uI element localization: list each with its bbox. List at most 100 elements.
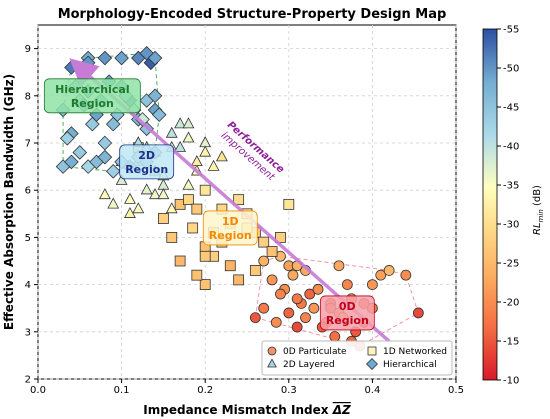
0d-particulate-point: [266, 274, 278, 286]
colorbar-tick-label: -10: [503, 376, 519, 387]
2d-layered-point: [174, 140, 187, 152]
1d-networked-point: [233, 194, 245, 206]
0d-particulate-point: [375, 269, 387, 281]
1d-networked-point: [266, 246, 278, 257]
y-axis-ticks: 2 3 4 5 6 7 8 9: [25, 44, 38, 386]
2d-layered-point: [199, 145, 212, 157]
colorbar-tick-label: -40: [503, 142, 519, 153]
x-axis-label: Impedance Mismatch Index ΔZ: [143, 403, 351, 417]
1d-networked-point: [283, 198, 295, 210]
region-label-line2: Region: [209, 229, 252, 242]
0d-particulate-point: [287, 269, 299, 281]
legend-marker: [367, 346, 377, 356]
0d-particulate-point: [275, 288, 286, 300]
0d-particulate-point: [366, 279, 378, 291]
legend-entry-label: 0D Particulate: [283, 347, 347, 357]
1d-networked-point: [187, 222, 199, 234]
legend-entry-label: Hierarchical: [383, 360, 437, 370]
2d-layered-point: [165, 126, 178, 138]
2d-layered-point: [98, 188, 111, 200]
colorbar-tick-label: -15: [503, 337, 519, 348]
0d-particulate-point: [304, 288, 316, 300]
1d-networked-point: [199, 250, 211, 262]
0d-particulate-point: [412, 307, 424, 319]
2d-layered-point: [182, 131, 195, 143]
y-tick-label: 2: [25, 375, 31, 386]
1d-networked-point: [183, 194, 194, 206]
chart-title: Morphology-Encoded Structure-Property De…: [58, 7, 447, 22]
x-tick-label: 0.4: [364, 385, 380, 396]
hierarchical-point: [147, 88, 163, 104]
x-tick-label: 0.3: [281, 385, 297, 396]
x-tick-label: 0.1: [114, 385, 130, 396]
hierarchical-point: [59, 130, 75, 146]
colorbar-tick-label: -30: [503, 220, 519, 231]
2d-layered-point: [182, 178, 195, 190]
legend: 0D Particulate 1D Networked 2D Layered Hier…: [261, 340, 453, 376]
region-label-box: [202, 210, 258, 246]
region-label-line2: Region: [71, 97, 114, 110]
0d-particulate-point: [291, 321, 303, 333]
x-axis-symbol: ΔZ: [332, 403, 351, 417]
hierarchical-point: [97, 135, 113, 151]
colorbar-tick-label: -50: [503, 64, 519, 75]
x-axis-ticks: 0.0 0.1 0.2 0.3 0.4 0.5: [30, 379, 464, 396]
hierarchical-point: [97, 50, 113, 66]
2d-layered-point: [157, 188, 170, 200]
region-label-box: [119, 144, 175, 180]
legend-marker: [366, 358, 378, 370]
0d-particulate-point: [249, 312, 261, 324]
1d-networked-point: [199, 184, 211, 196]
region-label-line2: Region: [125, 163, 168, 176]
hierarchical-point: [64, 154, 79, 170]
x-tick-label: 0.5: [448, 385, 464, 396]
plot-frame: [37, 24, 457, 380]
y-tick-label: 7: [25, 139, 31, 150]
region-label-line1: Hierarchical: [55, 83, 130, 96]
0d-particulate-point: [270, 316, 282, 328]
0d-particulate-point: [291, 293, 303, 305]
1d-networked-point: [249, 265, 261, 276]
x-tick-label: 0.0: [30, 385, 46, 396]
colorbar-label: RLmin (dB): [532, 185, 545, 235]
0d-particulate-point: [258, 255, 270, 267]
1d-networked-point: [275, 231, 286, 243]
2d-layered-point: [216, 150, 228, 162]
region-label-line2: Region: [326, 314, 369, 327]
2d-layered-point: [124, 206, 136, 218]
0d-particulate-point: [300, 312, 311, 324]
hierarchical-point: [151, 107, 167, 122]
0d-particulate-point: [400, 269, 412, 281]
colorbar: -55 -50 -45 -40 -35 -30 -25 -20 -15 -10 RLmin (dB…: [482, 25, 545, 387]
1d-networked-point: [191, 203, 203, 215]
y-tick-label: 6: [25, 186, 31, 197]
2d-layered-point: [174, 117, 187, 129]
region-label-line1: 2D: [138, 149, 155, 162]
hierarchical-point: [147, 50, 163, 66]
1d-networked-point: [191, 269, 203, 281]
region-label-line1: 0D: [339, 300, 356, 313]
2d-layered-point: [182, 117, 195, 129]
y-tick-label: 8: [25, 91, 31, 102]
2d-layered-point: [165, 202, 178, 214]
region-label-line1: 1D: [222, 215, 239, 228]
2d-layered-point: [132, 202, 145, 214]
legend-marker: [267, 346, 277, 356]
colorbar-tick-label: -25: [503, 259, 519, 270]
0d-particulate-point: [312, 283, 324, 295]
colorbar-ticks: -55 -50 -45 -40 -35 -30 -25 -20 -15 -10: [497, 25, 519, 387]
1d-networked-point: [199, 279, 211, 291]
legend-entry-label: 2D Layered: [283, 360, 335, 370]
y-axis-label: Effective Absorption Bandwidth (GHz): [2, 74, 16, 330]
colorbar-tick-label: -35: [503, 181, 519, 192]
2d-layered-point: [124, 192, 136, 204]
1d-networked-point: [166, 231, 178, 243]
legend-box: [261, 340, 453, 376]
y-tick-label: 4: [25, 280, 31, 291]
legend-entry-label: 1D Networked: [383, 347, 447, 357]
y-tick-label: 5: [25, 233, 31, 244]
2d-layered-point: [140, 183, 153, 195]
0d-particulate-point: [341, 279, 353, 291]
region-labels: HierarchicalRegion2DRegion1DRegion0DRegi…: [43, 78, 375, 331]
